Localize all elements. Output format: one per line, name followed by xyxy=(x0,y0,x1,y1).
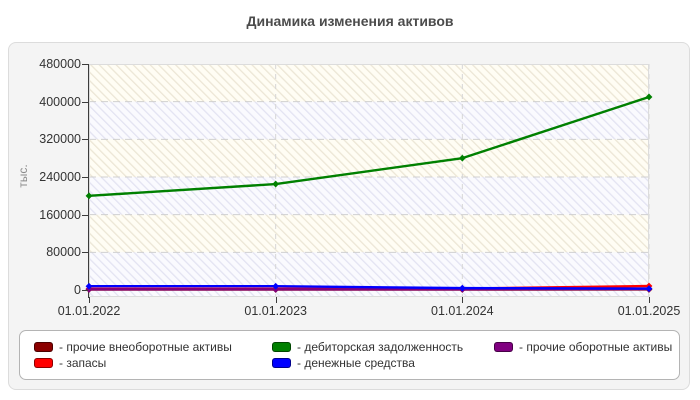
y-axis-tick-label: 240000 xyxy=(39,170,81,184)
data-point-marker xyxy=(272,282,280,290)
y-axis-tick-label: 80000 xyxy=(46,245,81,260)
series-line-4 xyxy=(88,95,650,198)
x-axis-tick xyxy=(462,297,464,303)
series-line-3 xyxy=(89,285,650,290)
plot-band xyxy=(89,64,649,102)
data-point-marker xyxy=(645,285,653,292)
x-axis-tick xyxy=(649,297,650,303)
y-axis-tick-label: 160000 xyxy=(39,207,81,222)
y-axis-tick-label: 480000 xyxy=(39,57,81,71)
data-point-marker xyxy=(458,154,466,162)
x-axis-tick-label: 01.01.2024 xyxy=(431,304,494,318)
legend-swatch xyxy=(34,341,53,352)
legend-item: - прочие внеоборотные активы xyxy=(34,339,272,354)
y-axis-tick xyxy=(82,214,88,216)
y-axis-line xyxy=(88,64,89,298)
y-axis-tick-label: 320000 xyxy=(39,132,81,147)
y-axis-tick-label: 400000 xyxy=(39,94,81,109)
legend-swatch xyxy=(272,357,291,368)
legend-swatch xyxy=(34,357,53,368)
plot-band xyxy=(89,214,649,253)
legend-label: - дебиторская задолженность xyxy=(297,339,464,354)
legend-label: - запасы xyxy=(59,355,107,370)
x-axis-tick-label: 01.01.2022 xyxy=(57,304,121,318)
legend-label: - прочие внеоборотные активы xyxy=(59,339,232,354)
y-axis-tick xyxy=(82,177,88,178)
x-axis-tick xyxy=(89,297,90,303)
plot-area xyxy=(85,64,653,297)
legend-label: - прочие оборотные активы xyxy=(519,339,673,354)
data-point-marker xyxy=(272,180,280,188)
legend-label: - денежные средства xyxy=(297,355,415,370)
plot-band xyxy=(89,101,649,140)
legend-item: - денежные средства xyxy=(272,355,494,370)
x-axis-tick xyxy=(275,297,277,303)
legend-swatch xyxy=(494,341,513,352)
legend: - прочие внеоборотные активы - дебиторска… xyxy=(19,330,680,380)
y-axis-tick xyxy=(82,64,88,65)
y-axis-tick xyxy=(82,101,88,103)
chart-title: Динамика изменения активов xyxy=(246,13,454,29)
data-point-marker xyxy=(458,284,466,292)
y-axis-tick-label: 0 xyxy=(74,283,81,297)
x-axis-tick-label: 01.01.2025 xyxy=(617,304,681,318)
legend-swatch xyxy=(272,341,291,352)
x-axis-tick-label: 01.01.2023 xyxy=(244,304,307,318)
plot-border xyxy=(89,64,649,297)
y-axis-tick xyxy=(82,252,88,254)
legend-item: - прочие оборотные активы xyxy=(494,339,679,354)
y-axis-tick xyxy=(82,139,88,141)
chart-panel: тыс. 480000 400000 320000 240000 160000 80000… xyxy=(8,42,690,390)
data-point-marker xyxy=(85,282,93,290)
legend-item: - дебиторская задолженность xyxy=(272,339,494,354)
legend-item: - запасы xyxy=(34,355,272,370)
data-point-marker xyxy=(85,192,93,200)
y-axis-tick xyxy=(82,290,88,291)
plot-band xyxy=(89,177,649,215)
